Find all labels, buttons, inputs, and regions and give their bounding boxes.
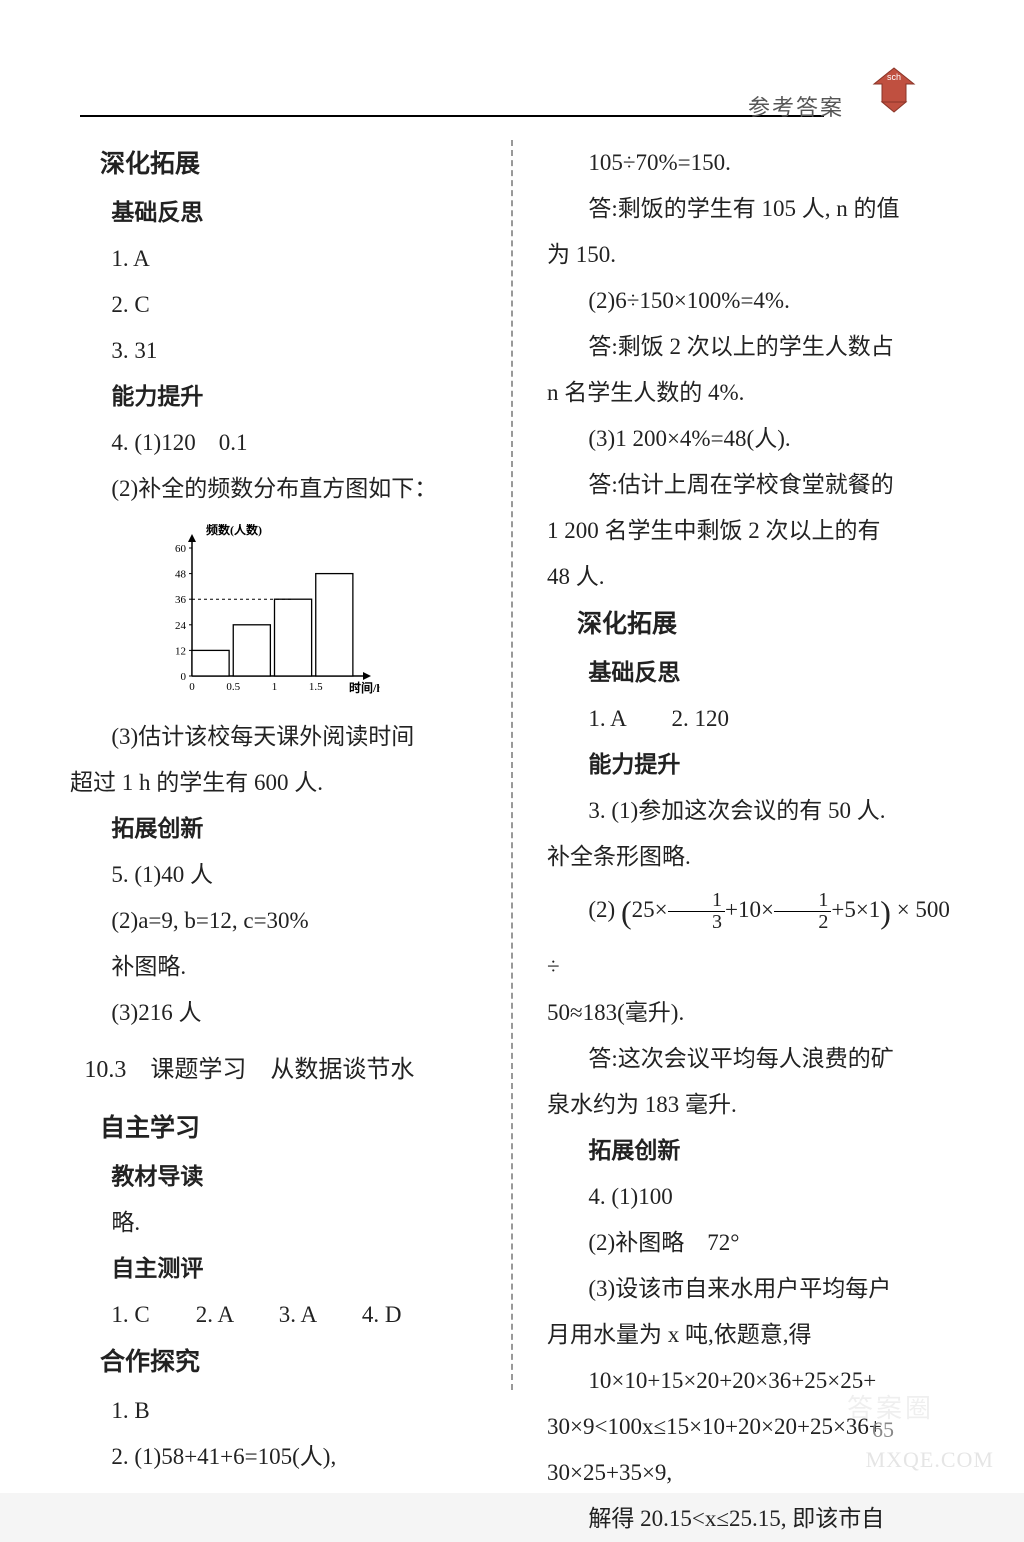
answer-item: 月用水量为 x 吨,依题意,得: [547, 1312, 954, 1358]
sub-jichu: 基础反思: [547, 650, 954, 696]
svg-text:24: 24: [175, 620, 187, 632]
svg-text:1.5: 1.5: [309, 681, 323, 693]
sub-zizhuce: 自主测评: [70, 1246, 477, 1292]
answer-item: (3)1 200×4%=48(人).: [547, 416, 954, 462]
frac-den: 2: [774, 912, 831, 933]
frac-den: 3: [668, 912, 725, 933]
svg-text:0: 0: [189, 681, 195, 693]
school-logo-icon: sch: [864, 60, 924, 120]
svg-text:36: 36: [175, 594, 187, 606]
answer-item: 3. (1)参加这次会议的有 50 人.: [547, 788, 954, 834]
fraction: 12: [774, 890, 831, 933]
answer-item: 泉水约为 183 毫升.: [547, 1082, 954, 1128]
answer-item: (2)补图略 72°: [547, 1220, 954, 1266]
answer-item: 1. A: [70, 236, 477, 282]
svg-text:60: 60: [175, 543, 187, 555]
formula-prefix: (2): [588, 897, 615, 922]
header-label: 参考答案: [748, 90, 844, 122]
answer-item: 超过 1 h 的学生有 600 人.: [70, 760, 477, 806]
svg-text:频数(人数): 频数(人数): [206, 524, 262, 537]
sub-tuozhan: 拓展创新: [547, 1128, 954, 1174]
sub-jichu: 基础反思: [70, 190, 477, 236]
sub-tuozhan: 拓展创新: [70, 806, 477, 852]
answer-item: (3)设该市自来水用户平均每户: [547, 1266, 954, 1312]
section-hezuo: 合作探究: [70, 1338, 477, 1388]
watermark-url: MXQE.COM: [866, 1447, 994, 1473]
section-shenhua: 深化拓展: [70, 140, 477, 190]
sub-jiaocai: 教材导读: [70, 1154, 477, 1200]
answer-item: 略.: [70, 1200, 477, 1246]
frac-num: 1: [668, 890, 725, 912]
formula-part: +5×1: [831, 897, 880, 922]
answer-item: 5. (1)40 人: [70, 852, 477, 898]
formula-part: +10×: [725, 897, 774, 922]
column-divider: [511, 140, 513, 1390]
answer-item: 补图略.: [70, 944, 477, 990]
answer-item: 补全条形图略.: [547, 834, 954, 880]
answer-item: 答:估计上周在学校食堂就餐的: [547, 462, 954, 508]
histogram-chart: 0122436486000.511.52频数(人数)时间/h: [150, 524, 380, 704]
answer-item: 答:剩饭 2 次以上的学生人数占: [547, 324, 954, 370]
formula-part: 25×: [632, 897, 668, 922]
svg-text:48: 48: [175, 569, 187, 581]
frac-num: 1: [774, 890, 831, 912]
answer-item: 答:这次会议平均每人浪费的矿: [547, 1036, 954, 1082]
answer-item: 48 人.: [547, 554, 954, 600]
answer-row: 1. C 2. A 3. A 4. D: [70, 1292, 477, 1338]
answer-item: (3)216 人: [70, 990, 477, 1036]
answer-item: 4. (1)100: [547, 1174, 954, 1220]
answer-item: (2)6÷150×100%=4%.: [547, 278, 954, 324]
answer-item: 答:剩饭的学生有 105 人, n 的值: [547, 186, 954, 232]
header-rule: [80, 115, 824, 117]
paren-right-icon: ): [880, 894, 891, 930]
svg-text:12: 12: [175, 645, 186, 657]
answer-row: 1. A 2. 120: [547, 696, 954, 742]
answer-item: n 名学生人数的 4%.: [547, 370, 954, 416]
svg-text:0: 0: [181, 671, 187, 683]
fraction: 13: [668, 890, 725, 933]
paren-left-icon: (: [621, 894, 632, 930]
answer-item: 4. (1)120 0.1: [70, 420, 477, 466]
answer-item: 为 150.: [547, 232, 954, 278]
svg-text:1: 1: [272, 681, 278, 693]
answer-item: 2. (1)58+41+6=105(人),: [70, 1434, 477, 1480]
answer-item: 1. B: [70, 1388, 477, 1434]
content-columns: 深化拓展 基础反思 1. A 2. C 3. 31 能力提升 4. (1)120…: [70, 140, 954, 1390]
answer-item: (2)a=9, b=12, c=30%: [70, 898, 477, 944]
answer-item: (2)补全的频数分布直方图如下：: [70, 466, 477, 512]
watermark-icon: 答案圈: [847, 1388, 934, 1425]
left-column: 深化拓展 基础反思 1. A 2. C 3. 31 能力提升 4. (1)120…: [70, 140, 477, 1390]
answer-item: 105÷70%=150.: [547, 140, 954, 186]
svg-text:0.5: 0.5: [226, 681, 240, 693]
answer-item: 50≈183(毫升).: [547, 990, 954, 1036]
page-root: 参考答案 sch 深化拓展 基础反思 1. A 2. C 3. 31 能力提升 …: [0, 0, 1024, 1493]
svg-text:时间/h: 时间/h: [349, 680, 380, 695]
svg-text:sch: sch: [887, 72, 901, 82]
answer-item: 1 200 名学生中剩饭 2 次以上的有: [547, 508, 954, 554]
right-column: 105÷70%=150. 答:剩饭的学生有 105 人, n 的值 为 150.…: [547, 140, 954, 1390]
answer-item: 3. 31: [70, 328, 477, 374]
answer-item: 解得 20.15<x≤25.15, 即该市自: [547, 1496, 954, 1542]
sub-nengli: 能力提升: [70, 374, 477, 420]
answer-item: (3)估计该校每天课外阅读时间: [70, 714, 477, 760]
answer-item: 2. C: [70, 282, 477, 328]
section-zizhu: 自主学习: [70, 1104, 477, 1154]
chapter-title: 10.3 课题学习 从数据谈节水: [70, 1046, 477, 1094]
section-shenhua: 深化拓展: [547, 600, 954, 650]
sub-nengli: 能力提升: [547, 742, 954, 788]
answer-formula: (2) (25×13+10×12+5×1) × 500 ÷: [547, 880, 954, 990]
